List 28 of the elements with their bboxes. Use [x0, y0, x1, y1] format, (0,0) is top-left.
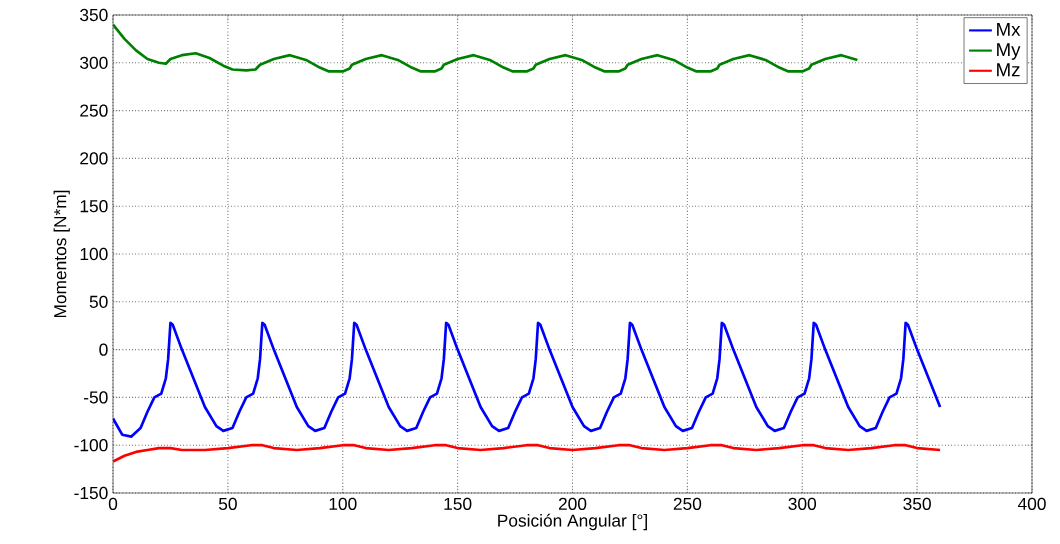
y-tick-label: 150 [80, 200, 108, 213]
x-tick-label: 0 [108, 497, 118, 510]
line-series [113, 321, 942, 438]
x-tick-label: 400 [1017, 497, 1046, 510]
x-tick-label: 250 [673, 497, 702, 510]
y-tick-label: 350 [80, 8, 108, 22]
y-tick-label: -100 [74, 439, 108, 452]
x-tick-label: 200 [558, 497, 587, 510]
legend-label: My [997, 43, 1021, 60]
line-series [113, 23, 859, 73]
y-tick-label: 200 [80, 152, 108, 165]
y-axis-title: Momentos [N*m] [53, 190, 70, 318]
legend-label: Mz [997, 63, 1020, 77]
line-series [113, 443, 942, 463]
x-tick-label: 350 [903, 497, 931, 510]
y-tick-label: 100 [80, 247, 108, 261]
x-tick-label: 50 [218, 497, 237, 510]
y-tick-label: 250 [80, 104, 108, 117]
x-tick-label: 100 [329, 497, 357, 510]
x-tick-label: 150 [444, 497, 472, 510]
legend-label: Mx [997, 23, 1021, 36]
x-axis-title: Posición Angular [°] [498, 513, 647, 531]
y-tick-label: 300 [80, 56, 108, 69]
y-tick-label: 0 [99, 343, 108, 356]
x-tick-label: 300 [788, 497, 817, 510]
y-tick-label: -150 [74, 486, 108, 500]
y-tick-label: -50 [84, 391, 108, 404]
y-tick-label: 50 [89, 295, 108, 308]
